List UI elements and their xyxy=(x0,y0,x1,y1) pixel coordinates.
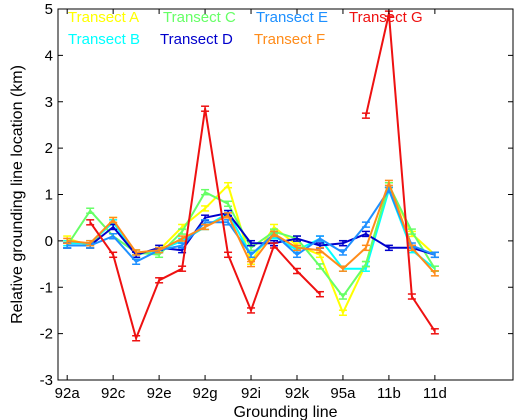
data-point xyxy=(430,328,439,335)
series-transect-e xyxy=(63,186,439,265)
data-point xyxy=(338,309,347,317)
x-tick-label: 92a xyxy=(55,385,81,402)
data-point xyxy=(201,188,210,196)
x-tick-label: 92e xyxy=(147,385,172,402)
data-point xyxy=(338,239,347,247)
y-tick-label: 2 xyxy=(45,140,53,157)
data-point xyxy=(201,105,210,112)
data-point xyxy=(201,205,210,212)
data-point xyxy=(247,307,256,314)
legend-entry: Transect F xyxy=(254,31,325,48)
data-point xyxy=(430,270,439,277)
data-point xyxy=(430,251,439,259)
legend-entry: Transect A xyxy=(68,9,139,26)
legend-entry: Transect E xyxy=(256,9,328,26)
data-point xyxy=(109,251,118,259)
data-point xyxy=(315,263,324,270)
x-tick-label: 92g xyxy=(193,385,218,402)
data-point xyxy=(292,251,301,259)
data-point xyxy=(315,235,324,242)
ticks-layer: -3 -2 -1 0 1 2 3 4 5 92a 92c 92e 92g 92i 92k 95a 11b 11d xyxy=(40,1,513,402)
y-tick-label: -1 xyxy=(40,279,53,296)
data-point xyxy=(224,181,233,189)
data-point xyxy=(407,228,416,235)
legend-entry: Transect C xyxy=(163,9,236,26)
x-tick-label: 11d xyxy=(423,385,447,402)
data-point xyxy=(361,244,370,252)
data-point xyxy=(201,223,210,231)
data-point xyxy=(132,258,141,265)
y-tick-label: 1 xyxy=(45,187,53,204)
data-point xyxy=(384,179,393,187)
data-point xyxy=(292,235,301,242)
x-tick-label: 92i xyxy=(241,385,261,402)
legend-entry: Transect B xyxy=(68,31,140,48)
data-point xyxy=(109,232,118,240)
data-point xyxy=(361,260,370,268)
series-layer xyxy=(63,10,439,342)
legend-entry: Transect D xyxy=(160,31,233,48)
data-point xyxy=(315,246,324,254)
data-point xyxy=(247,260,256,268)
y-axis-label: Relative grounding line location (km) xyxy=(9,65,26,324)
legend: Transect A Transect B Transect C Transect D… xyxy=(68,9,423,48)
data-point xyxy=(407,293,416,300)
data-point xyxy=(86,207,95,214)
data-point xyxy=(338,265,347,272)
data-point xyxy=(155,246,164,254)
x-tick-label: 92k xyxy=(285,385,310,402)
data-point xyxy=(86,239,95,247)
y-tick-label: 3 xyxy=(45,94,53,111)
y-tick-label: 4 xyxy=(45,47,53,64)
data-point xyxy=(270,242,279,249)
data-point xyxy=(132,249,141,256)
data-point xyxy=(178,228,187,235)
x-tick-label: 95a xyxy=(330,385,356,402)
data-point xyxy=(224,200,233,208)
data-point xyxy=(292,267,301,275)
x-tick-label: 11b xyxy=(377,385,401,402)
y-tick-label: 0 xyxy=(45,233,53,250)
data-point xyxy=(178,235,187,242)
data-point xyxy=(361,221,370,228)
series-line xyxy=(364,12,436,332)
data-point xyxy=(155,277,164,284)
data-point xyxy=(224,212,233,219)
data-point xyxy=(109,216,118,224)
legend-entry: Transect G xyxy=(349,9,423,26)
data-point xyxy=(361,112,370,119)
data-point xyxy=(361,230,370,238)
data-point xyxy=(338,293,347,300)
data-point xyxy=(178,265,187,272)
data-point xyxy=(315,290,324,298)
data-point xyxy=(407,244,416,252)
data-point xyxy=(247,239,256,247)
data-point xyxy=(384,244,393,252)
y-tick-label: -2 xyxy=(40,326,53,343)
data-point xyxy=(292,244,301,252)
y-tick-label: 5 xyxy=(45,1,53,18)
data-point xyxy=(132,335,141,342)
data-point xyxy=(63,237,72,245)
data-point xyxy=(270,230,279,238)
x-tick-label: 92c xyxy=(101,385,126,402)
data-point xyxy=(224,251,233,259)
series-transect-f xyxy=(63,179,439,277)
data-point xyxy=(86,219,95,226)
x-axis-label: Grounding line xyxy=(233,404,337,420)
y-tick-label: -3 xyxy=(40,372,53,389)
data-point xyxy=(338,249,347,256)
